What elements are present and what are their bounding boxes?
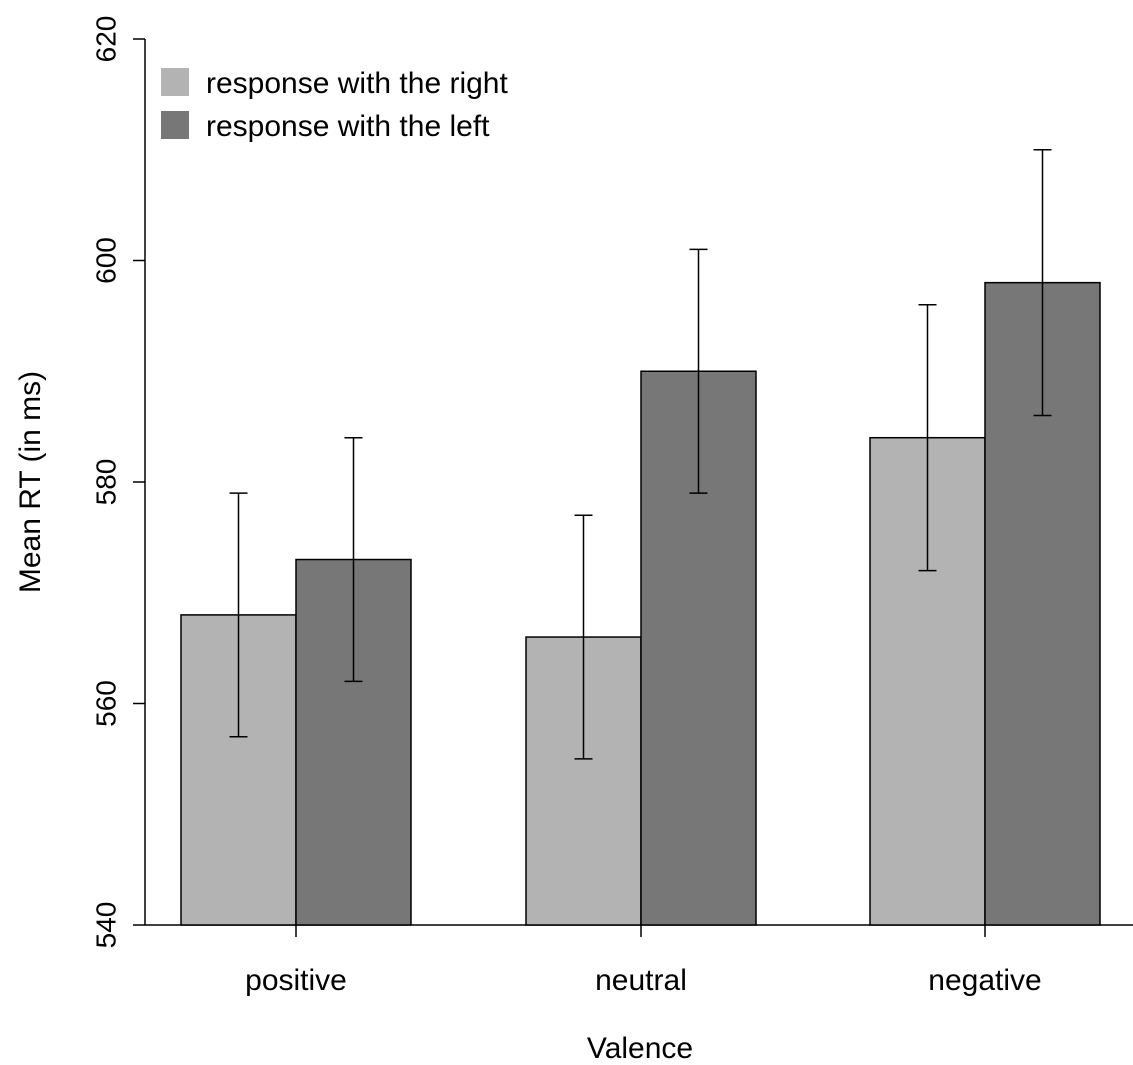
y-tick-label: 580 <box>91 459 122 506</box>
y-tick-label: 540 <box>91 902 122 949</box>
x-tick-label: negative <box>928 964 1041 997</box>
y-tick-label: 600 <box>91 237 122 284</box>
y-tick-label: 620 <box>91 16 122 63</box>
x-tick-label: neutral <box>595 964 687 997</box>
y-axis-label: Mean RT (in ms) <box>14 371 47 593</box>
bars-group <box>180 281 1101 926</box>
legend-swatch <box>161 111 189 139</box>
x-tick-label: positive <box>245 964 347 997</box>
x-axis-label: Valence <box>587 1032 693 1065</box>
legend: response with the right response with the… <box>161 67 508 143</box>
y-tick-label: 560 <box>91 680 122 727</box>
error-bars-group <box>229 149 1052 760</box>
x-axis: positive neutral negative <box>145 924 1133 997</box>
legend-label: response with the right <box>206 67 508 100</box>
legend-swatch <box>161 68 189 96</box>
legend-label: response with the left <box>206 110 490 143</box>
bar <box>525 636 642 926</box>
y-axis: 540 560 580 600 620 <box>91 16 146 949</box>
